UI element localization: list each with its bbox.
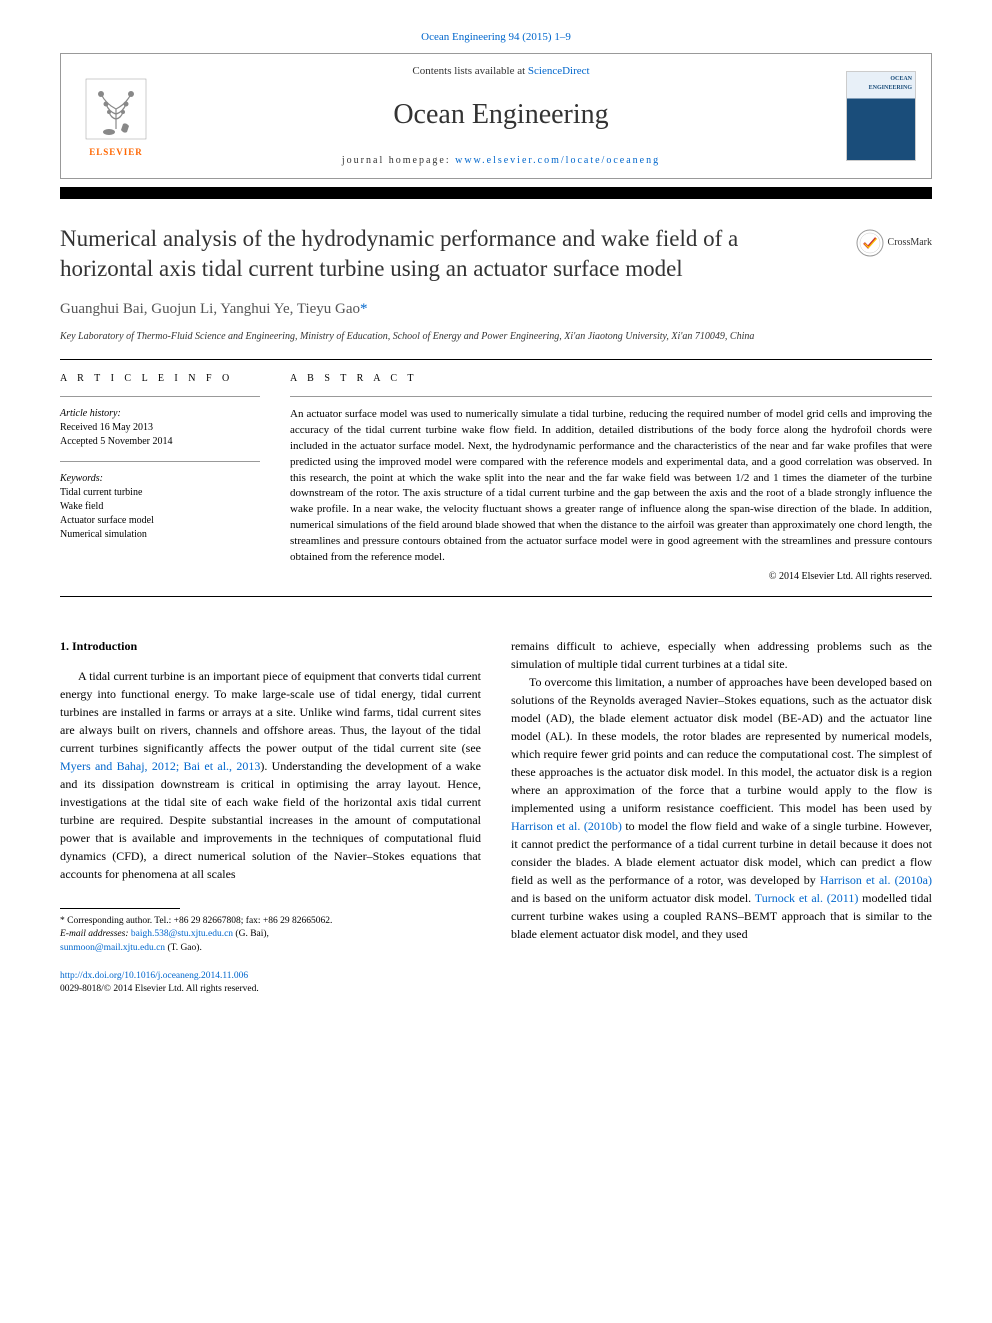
body-column-right: remains difficult to achieve, especially…	[511, 637, 932, 996]
abstract-column: A B S T R A C T An actuator surface mode…	[290, 372, 932, 584]
body-text: and is based on the uniform actuator dis…	[511, 891, 755, 905]
homepage-prefix: journal homepage:	[342, 155, 455, 166]
citation-link[interactable]: Myers and Bahaj, 2012; Bai et al., 2013	[60, 759, 260, 773]
received-date: Received 16 May 2013	[60, 421, 260, 435]
contents-prefix: Contents lists available at	[412, 65, 527, 77]
cover-title: OCEAN ENGINEERING	[847, 75, 912, 92]
citation-link[interactable]: Turnock et al. (2011)	[755, 891, 859, 905]
email-label: E-mail addresses:	[60, 929, 131, 939]
info-divider	[60, 461, 260, 462]
body-text: A tidal current turbine is an important …	[60, 669, 481, 755]
abstract-text: An actuator surface model was used to nu…	[290, 407, 932, 566]
sciencedirect-link[interactable]: ScienceDirect	[528, 65, 590, 77]
elsevier-tree-icon	[81, 74, 151, 144]
body-text: ). Understanding the development of a wa…	[60, 759, 481, 881]
info-divider	[60, 396, 260, 397]
journal-title: Ocean Engineering	[156, 95, 846, 134]
crossmark-icon	[856, 229, 884, 257]
keyword: Actuator surface model	[60, 514, 260, 528]
homepage-link[interactable]: www.elsevier.com/locate/oceaneng	[455, 155, 660, 166]
citation-link[interactable]: Harrison et al. (2010a)	[820, 873, 932, 887]
keyword: Numerical simulation	[60, 528, 260, 542]
email-link[interactable]: sunmoon@mail.xjtu.edu.cn	[60, 943, 165, 953]
article-info-column: A R T I C L E I N F O Article history: R…	[60, 372, 260, 584]
keyword: Wake field	[60, 500, 260, 514]
divider	[60, 596, 932, 597]
elsevier-logo: ELSEVIER	[76, 71, 156, 161]
email-link[interactable]: baigh.538@stu.xjtu.edu.cn	[131, 929, 233, 939]
body-text: To overcome this limitation, a number of…	[511, 675, 932, 815]
body-paragraph: A tidal current turbine is an important …	[60, 667, 481, 883]
email-footnote: E-mail addresses: baigh.538@stu.xjtu.edu…	[60, 928, 481, 941]
corresponding-author-footnote: * Corresponding author. Tel.: +86 29 826…	[60, 915, 481, 928]
copyright-line: © 2014 Elsevier Ltd. All rights reserved…	[290, 570, 932, 584]
doi-block: http://dx.doi.org/10.1016/j.oceaneng.201…	[60, 970, 481, 997]
authors-line: Guanghui Bai, Guojun Li, Yanghui Ye, Tie…	[60, 299, 932, 320]
issn-copyright: 0029-8018/© 2014 Elsevier Ltd. All right…	[60, 983, 481, 996]
citation-reference: Ocean Engineering 94 (2015) 1–9	[60, 30, 932, 45]
section-heading: 1. Introduction	[60, 637, 481, 655]
email-name: (G. Bai),	[233, 929, 269, 939]
homepage-line: journal homepage: www.elsevier.com/locat…	[156, 154, 846, 168]
article-title: Numerical analysis of the hydrodynamic p…	[60, 224, 932, 284]
body-column-left: 1. Introduction A tidal current turbine …	[60, 637, 481, 996]
publisher-name: ELSEVIER	[89, 146, 143, 159]
abstract-heading: A B S T R A C T	[290, 372, 932, 386]
crossmark-badge[interactable]: CrossMark	[856, 229, 932, 257]
email-name: (T. Gao).	[165, 943, 202, 953]
accepted-date: Accepted 5 November 2014	[60, 435, 260, 449]
article-info-heading: A R T I C L E I N F O	[60, 372, 260, 386]
crossmark-label: CrossMark	[888, 236, 932, 249]
journal-cover-thumbnail: OCEAN ENGINEERING	[846, 71, 916, 161]
doi-link[interactable]: http://dx.doi.org/10.1016/j.oceaneng.201…	[60, 971, 248, 981]
article-title-text: Numerical analysis of the hydrodynamic p…	[60, 226, 738, 281]
corresponding-marker: *	[360, 301, 368, 317]
footnote-separator	[60, 908, 180, 909]
email-footnote: sunmoon@mail.xjtu.edu.cn (T. Gao).	[60, 942, 481, 955]
header-divider-bar	[60, 187, 932, 199]
contents-available-line: Contents lists available at ScienceDirec…	[156, 64, 846, 79]
abstract-divider	[290, 396, 932, 397]
keyword: Tidal current turbine	[60, 486, 260, 500]
affiliation: Key Laboratory of Thermo-Fluid Science a…	[60, 330, 932, 344]
body-paragraph: remains difficult to achieve, especially…	[511, 637, 932, 673]
journal-header: ELSEVIER Contents lists available at Sci…	[60, 53, 932, 179]
keywords-label: Keywords:	[60, 472, 260, 486]
authors-names: Guanghui Bai, Guojun Li, Yanghui Ye, Tie…	[60, 301, 360, 317]
citation-link[interactable]: Harrison et al. (2010b)	[511, 819, 622, 833]
history-label: Article history:	[60, 407, 260, 421]
body-paragraph: To overcome this limitation, a number of…	[511, 673, 932, 943]
divider	[60, 359, 932, 360]
